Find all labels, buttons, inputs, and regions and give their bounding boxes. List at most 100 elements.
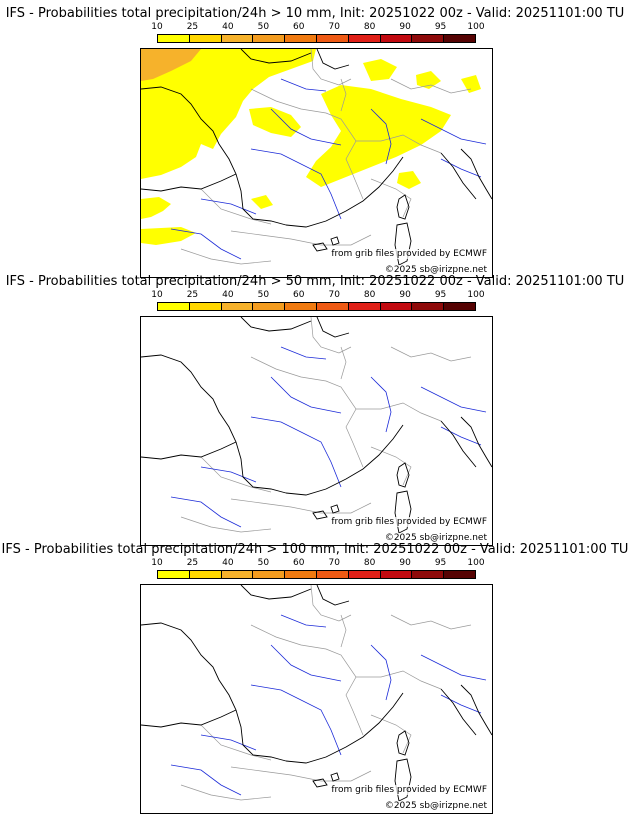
colorbar-swatches (157, 34, 476, 43)
precipitation-area (249, 107, 301, 137)
panel-title: IFS - Probabilities total precipitation/… (5, 6, 625, 21)
river-line (200, 466, 257, 483)
colorbar-tick-label: 50 (257, 558, 270, 568)
colorbar-tick-label: 70 (328, 290, 340, 300)
colorbar: 10 25 40 50 60 70 80 90 95 100 (151, 290, 485, 318)
river-line (270, 376, 342, 414)
colorbar-tick-label: 50 (257, 290, 270, 300)
panel-title: IFS - Probabilities total precipitation/… (1, 542, 629, 557)
precipitation-area (397, 171, 421, 189)
colorbar-swatch (221, 571, 254, 578)
coastline (316, 585, 350, 606)
copyright-notice: ©2025 sb@irizpne.net (383, 533, 488, 543)
map-view: from grib files provided by ECMWF ©2025 … (140, 48, 493, 278)
sardinia-outline (394, 758, 412, 802)
colorbar-tick-label: 40 (222, 290, 234, 300)
colorbar-swatch (253, 35, 286, 42)
balearic-outline (330, 236, 340, 246)
colorbar-ticks: 10 25 40 50 60 70 80 90 95 100 (151, 22, 484, 34)
colorbar-tick-label: 10 (151, 558, 163, 568)
border-line (180, 516, 272, 533)
precipitation-area (141, 49, 316, 179)
border-line (390, 614, 472, 630)
forecast-panel-100mm: IFS - Probabilities total precipitation/… (0, 542, 630, 814)
border-line (310, 585, 352, 622)
balearic-outline (312, 778, 328, 788)
river-line (250, 684, 342, 756)
coastline (460, 416, 492, 468)
balearic-outline (312, 242, 328, 252)
colorbar-swatch (412, 35, 445, 42)
border-line (250, 624, 364, 736)
river-line (170, 764, 242, 796)
coastline (285, 692, 404, 764)
river-line (440, 426, 482, 446)
coastline (285, 424, 404, 496)
border-line (370, 714, 412, 754)
corsica-outline (396, 194, 410, 220)
river-line (270, 644, 342, 682)
border-line (310, 49, 352, 86)
river-line (440, 158, 482, 178)
colorbar-tick-label: 70 (328, 558, 340, 568)
copyright-notice: ©2025 sb@irizpne.net (383, 265, 488, 275)
forecast-panel-10mm: IFS - Probabilities total precipitation/… (0, 6, 630, 278)
colorbar-swatches (157, 570, 476, 579)
colorbar-tick-label: 100 (467, 290, 485, 300)
border-line (200, 724, 272, 761)
coastline (141, 354, 287, 494)
river-line (200, 198, 257, 215)
precipitation-area (141, 49, 201, 81)
coastline (440, 688, 477, 736)
corsica-outline (396, 462, 410, 488)
coastline (141, 709, 237, 728)
colorbar-tick-label: 25 (186, 22, 199, 32)
colorbar-swatch (380, 35, 413, 42)
colorbar-swatch (444, 571, 475, 578)
coastline (316, 317, 350, 338)
precipitation-area (461, 75, 481, 93)
colorbar-tick-label: 10 (151, 290, 163, 300)
colorbar-tick-label: 80 (363, 558, 376, 568)
map-view: from grib files provided by ECMWF ©2025 … (140, 584, 493, 814)
border-line (340, 78, 347, 112)
colorbar-tick-label: 25 (186, 558, 199, 568)
river-line (370, 376, 392, 433)
river-line (250, 148, 342, 220)
colorbar-swatch (412, 571, 445, 578)
map-canvas (141, 317, 492, 534)
balearic-outline (312, 510, 328, 520)
coastline (141, 622, 287, 762)
colorbar-tick-label: 60 (293, 558, 305, 568)
colorbar-tick-label: 90 (399, 558, 411, 568)
colorbar-swatch (316, 303, 349, 310)
colorbar-swatch (253, 571, 286, 578)
border-line (250, 88, 364, 200)
colorbar-swatch (158, 571, 190, 578)
balearic-outline (330, 772, 340, 782)
colorbar-ticks: 10 25 40 50 60 70 80 90 95 100 (151, 290, 484, 302)
coastline (440, 420, 477, 468)
colorbar-tick-label: 10 (151, 22, 163, 32)
colorbar-swatch (348, 571, 381, 578)
river-line (270, 108, 342, 146)
sardinia-outline (394, 490, 412, 534)
border-line (250, 356, 364, 468)
border-line (180, 248, 272, 265)
border-line (230, 498, 372, 514)
river-line (250, 416, 342, 488)
colorbar-swatch (348, 303, 381, 310)
river-line (370, 644, 392, 701)
coastline (141, 86, 287, 226)
colorbar-swatch (158, 303, 190, 310)
balearic-outline (330, 504, 340, 514)
colorbar-swatch (316, 571, 349, 578)
colorbar-tick-label: 70 (328, 22, 340, 32)
border-line (200, 188, 272, 225)
coastline (240, 49, 312, 64)
colorbar-tick-label: 25 (186, 290, 199, 300)
sardinia-outline (394, 222, 412, 266)
colorbar-swatch (285, 303, 317, 310)
colorbar-tick-label: 50 (257, 22, 270, 32)
river-line (420, 654, 487, 681)
